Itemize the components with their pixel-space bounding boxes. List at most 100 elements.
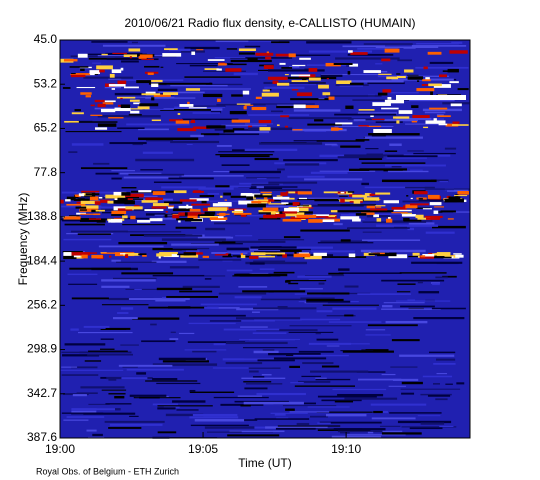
texture [101, 279, 156, 282]
texture [205, 200, 246, 202]
texture [344, 397, 398, 400]
texture [226, 269, 253, 272]
texture [293, 109, 341, 112]
texture [307, 406, 350, 408]
texture [308, 82, 326, 84]
y-axis-label: Frequency (MHz) [16, 193, 30, 286]
texture [102, 102, 114, 105]
texture [288, 117, 352, 120]
texture [111, 88, 116, 90]
texture [141, 58, 154, 60]
texture [352, 99, 410, 101]
texture [451, 124, 469, 126]
texture [62, 87, 71, 89]
texture [63, 255, 77, 260]
texture [118, 241, 168, 245]
texture [455, 254, 464, 258]
texture [373, 410, 383, 414]
texture [213, 222, 250, 225]
texture [311, 250, 355, 253]
texture [212, 203, 232, 207]
texture [415, 214, 424, 219]
texture [157, 407, 176, 410]
texture [95, 127, 108, 130]
texture [396, 291, 411, 293]
texture [422, 108, 462, 112]
texture [145, 197, 163, 200]
texture [281, 202, 289, 204]
texture [304, 275, 345, 277]
texture [144, 209, 164, 212]
texture [206, 431, 242, 433]
texture [288, 282, 299, 285]
texture [83, 325, 110, 328]
texture [199, 216, 219, 218]
texture [226, 247, 249, 251]
texture [256, 186, 264, 189]
texture [450, 103, 462, 107]
texture [274, 162, 327, 165]
texture [247, 203, 266, 208]
texture [157, 253, 168, 257]
texture [294, 385, 355, 387]
texture [189, 314, 246, 317]
texture [250, 246, 297, 249]
texture [104, 420, 165, 423]
texture [384, 99, 404, 104]
texture [124, 254, 129, 258]
texture [319, 421, 382, 424]
texture [328, 321, 382, 323]
texture [386, 76, 399, 80]
texture [248, 114, 310, 116]
texture [333, 428, 386, 431]
texture [67, 273, 98, 276]
texture [165, 413, 204, 417]
texture [128, 48, 141, 52]
texture [346, 65, 352, 67]
texture [114, 107, 131, 112]
texture [389, 143, 402, 146]
texture [431, 307, 466, 310]
texture [449, 50, 468, 54]
texture [323, 191, 338, 194]
texture [231, 94, 243, 97]
texture [189, 389, 196, 392]
texture [365, 349, 389, 352]
texture [185, 249, 200, 253]
texture [168, 177, 214, 180]
texture [69, 267, 131, 270]
texture [163, 201, 183, 204]
texture [78, 193, 85, 197]
texture [377, 75, 416, 78]
texture [250, 252, 266, 256]
texture [128, 198, 144, 200]
texture [234, 400, 289, 403]
texture [335, 122, 353, 125]
texture [283, 202, 301, 206]
texture [123, 217, 152, 220]
texture [437, 115, 451, 118]
texture [365, 334, 391, 336]
texture [408, 222, 435, 225]
texture [243, 401, 304, 405]
texture [233, 212, 252, 215]
texture [190, 424, 249, 427]
texture [185, 88, 201, 91]
texture [93, 162, 110, 165]
texture [358, 125, 369, 127]
texture [116, 261, 157, 263]
texture [223, 328, 280, 331]
texture [384, 48, 400, 53]
texture [135, 158, 195, 162]
texture [296, 214, 317, 218]
texture [113, 191, 127, 196]
texture [276, 195, 283, 197]
texture [65, 199, 71, 202]
texture [317, 242, 374, 244]
texture [187, 215, 198, 219]
texture [225, 68, 242, 72]
texture [298, 380, 331, 383]
y-tick-label: 77.8 [34, 165, 58, 179]
y-tick-label: 138.8 [27, 209, 57, 223]
